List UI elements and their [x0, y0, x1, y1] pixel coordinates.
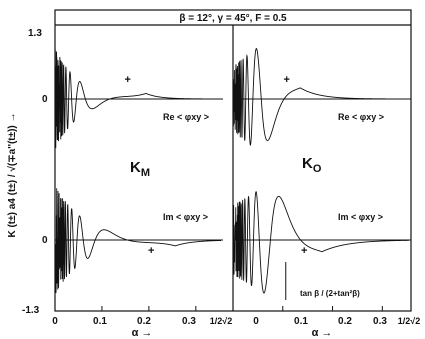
- curve-marker: +: [125, 74, 131, 86]
- curve-label-ko-im: Im < φxy >: [338, 212, 383, 222]
- x-tick-label: 0.1: [294, 316, 308, 327]
- x-tick-label: 0.2: [137, 316, 151, 327]
- series-line: [54, 49, 221, 149]
- curve-label-km-re: Re < φxy >: [163, 112, 209, 122]
- x-tick-label: 0.3: [182, 316, 196, 327]
- curve-marker: +: [148, 245, 154, 257]
- x-tick-label: 0.2: [338, 316, 352, 327]
- y-tick-label: -1.3: [22, 305, 40, 316]
- series-line: [54, 188, 221, 294]
- panel-label-km: KM: [130, 159, 150, 179]
- annotation-tanbeta: tan β / (2+tan²β): [300, 289, 360, 298]
- curve-label-ko-re: Re < φxy >: [338, 112, 384, 122]
- y-axis-label: K (t±) a4 (t±) / √(∓a''(t±)) →: [7, 112, 18, 237]
- chart-header: β = 12°, γ = 45°, F = 0.5: [179, 13, 287, 24]
- x-tick-label: 0.1: [93, 316, 107, 327]
- y-tick-label: 0: [42, 235, 48, 246]
- y-tick-label: 1.3: [28, 28, 42, 39]
- x-tick-label: 1/2√2: [210, 316, 232, 326]
- series-line: [232, 48, 409, 147]
- curve-marker: +: [301, 245, 307, 257]
- curves-layer: + + + +: [54, 48, 411, 311]
- x-tick-label: 0: [253, 316, 259, 327]
- x-axis-label: α →: [312, 327, 333, 339]
- x-tick-label: 0: [52, 316, 58, 327]
- curve-marker: +: [284, 74, 290, 86]
- x-tick-label: 0.3: [373, 316, 387, 327]
- curve-label-km-im: Im < φxy >: [163, 212, 208, 222]
- panel-label-ko: KO: [302, 155, 322, 175]
- x-tick-label: 1/2√2: [398, 316, 420, 326]
- x-axis-label: α →: [132, 327, 153, 339]
- series-line: [232, 191, 410, 294]
- y-tick-label: 0: [42, 94, 48, 105]
